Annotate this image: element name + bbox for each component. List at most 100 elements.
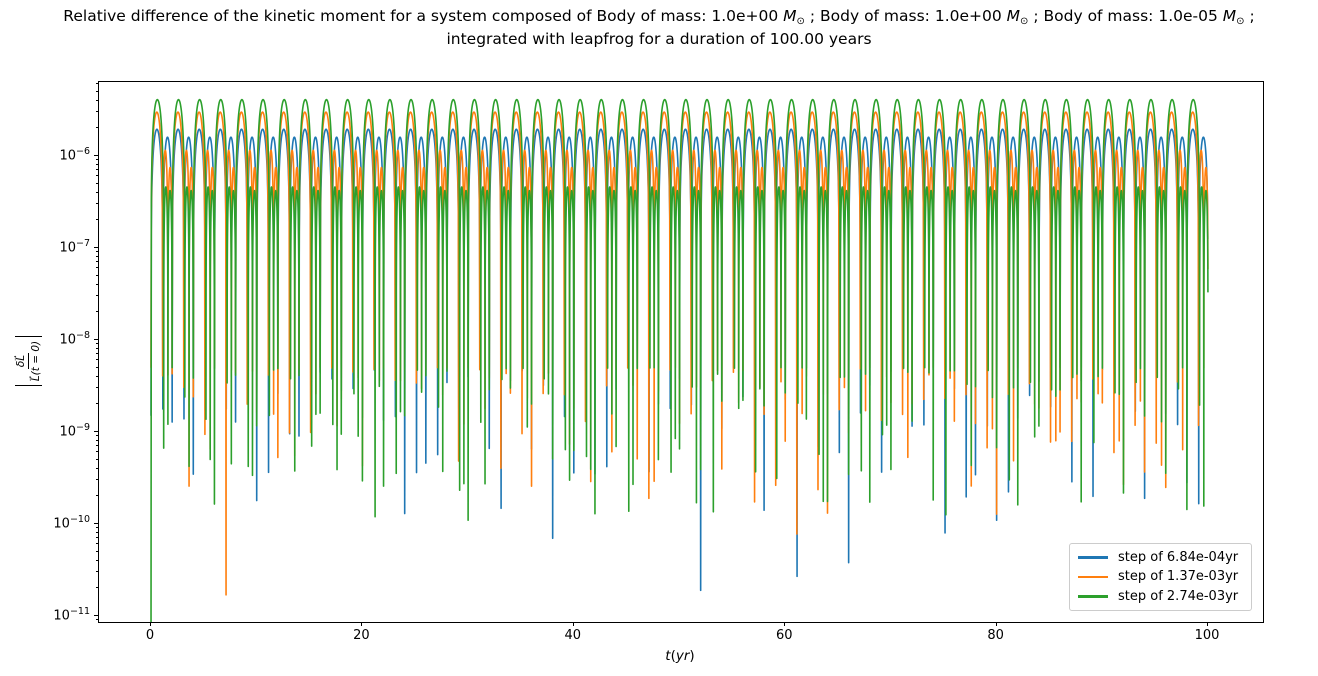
legend-item: step of 6.84e-04yr <box>1078 550 1243 565</box>
abs-bar-left <box>14 385 42 387</box>
y-axis-minor-tick <box>95 261 98 263</box>
abs-bar-right <box>14 335 42 337</box>
y-axis-tick <box>94 154 98 156</box>
y-axis-minor-tick <box>95 111 98 113</box>
y-axis-tick <box>94 246 98 248</box>
y-axis-minor-tick <box>95 467 98 469</box>
y-axis-minor-tick <box>95 191 98 193</box>
y-axis-minor-tick <box>95 343 98 345</box>
series-canvas <box>99 82 1263 622</box>
y-axis-minor-tick <box>95 283 98 285</box>
y-axis-minor-tick <box>95 175 98 177</box>
legend-item-label: step of 6.84e-04yr <box>1118 550 1239 566</box>
x-tick-label: 60 <box>775 628 793 643</box>
y-axis-minor-tick <box>95 83 98 85</box>
y-axis-minor-tick <box>95 127 98 129</box>
y-axis-minor-tick <box>95 445 98 447</box>
y-axis-minor-tick <box>95 274 98 276</box>
y-axis-label-numerator: δL⃗ <box>14 352 29 370</box>
x-axis-tick <box>1207 622 1209 626</box>
title-segment: ; <box>1244 7 1255 25</box>
title-segment: ; Body of mass: 1.0e+00 <box>804 7 1007 25</box>
legend-item-label: step of 2.74e-03yr <box>1118 588 1239 604</box>
y-axis-minor-tick <box>95 99 98 101</box>
legend-line-sample <box>1078 556 1108 559</box>
x-axis-tick <box>995 622 997 626</box>
legend-item: step of 2.74e-03yr <box>1078 589 1243 604</box>
y-axis-tick <box>94 615 98 617</box>
y-axis-label: δL⃗ L⃗(t = 0) <box>13 317 43 405</box>
x-axis-label-part: yr <box>675 648 690 664</box>
y-tick-label: 10−9 <box>59 422 90 440</box>
y-axis-minor-tick <box>95 267 98 269</box>
y-tick-label: 10−10 <box>53 514 90 532</box>
title-segment: M <box>1006 7 1021 25</box>
y-axis-minor-tick <box>95 311 98 313</box>
y-axis-minor-tick <box>95 387 98 389</box>
chart-title-line2: integrated with leapfrog for a duration … <box>446 30 872 48</box>
y-axis-minor-tick <box>95 559 98 561</box>
y-axis-minor-tick <box>95 587 98 589</box>
plot-area <box>98 81 1264 623</box>
y-axis-minor-tick <box>95 435 98 437</box>
x-tick-label: 40 <box>564 628 582 643</box>
y-axis-label-fraction: δL⃗ L⃗(t = 0) <box>14 335 42 387</box>
legend-item: step of 1.37e-03yr <box>1078 569 1243 584</box>
x-tick-label: 0 <box>145 628 155 643</box>
y-axis-minor-tick <box>95 182 98 184</box>
y-axis-tick <box>94 431 98 432</box>
y-axis-minor-tick <box>95 543 98 545</box>
y-axis-minor-tick <box>95 159 98 161</box>
y-axis-minor-tick <box>95 531 98 533</box>
y-axis-minor-tick <box>95 527 98 529</box>
y-axis-tick <box>94 523 98 524</box>
title-segment: ⊙ <box>1236 16 1245 27</box>
title-segment: ⊙ <box>1020 16 1029 27</box>
y-axis-minor-tick <box>95 619 98 621</box>
x-axis-tick <box>784 622 786 626</box>
y-axis-tick <box>94 338 98 340</box>
y-axis-minor-tick <box>95 537 98 539</box>
x-axis-tick <box>572 622 574 626</box>
x-tick-label: 80 <box>987 628 1004 643</box>
y-axis-minor-tick <box>95 359 98 361</box>
x-axis-label-part: ( <box>670 648 676 664</box>
y-axis-minor-tick <box>95 219 98 221</box>
legend-line-sample <box>1078 595 1108 598</box>
x-axis-tick <box>150 622 151 626</box>
title-segment: ⊙ <box>796 16 805 27</box>
y-axis-label-denominator: L⃗(t = 0) <box>29 340 42 382</box>
title-segment: M <box>783 7 797 25</box>
y-axis-minor-tick <box>95 366 98 368</box>
y-axis-minor-tick <box>95 571 98 573</box>
y-tick-label: 10−6 <box>59 145 90 164</box>
y-axis-minor-tick <box>95 479 98 481</box>
legend: step of 6.84e-04yr step of 1.37e-03yr step… <box>1069 543 1252 611</box>
x-tick-label: 20 <box>353 628 370 643</box>
x-axis-label-part: t <box>665 648 671 664</box>
y-axis-minor-tick <box>95 495 98 497</box>
legend-line-sample <box>1078 575 1108 579</box>
y-axis-minor-tick <box>95 458 98 460</box>
y-axis-minor-tick <box>95 203 98 205</box>
y-axis-minor-tick <box>95 375 98 377</box>
y-axis-minor-tick <box>95 255 98 257</box>
x-axis-label-part: ) <box>689 648 695 664</box>
y-axis-minor-tick <box>95 439 98 441</box>
y-axis-minor-tick <box>95 451 98 453</box>
y-axis-minor-tick <box>95 353 98 355</box>
y-axis-minor-tick <box>95 295 98 297</box>
y-axis-minor-tick <box>95 251 98 253</box>
legend-item-label: step of 1.37e-03yr <box>1118 569 1239 585</box>
y-tick-label: 10−7 <box>59 237 90 256</box>
x-axis-label: t(yr) <box>0 648 1318 664</box>
y-tick-label: 10−11 <box>53 606 90 624</box>
y-axis-minor-tick <box>95 163 98 165</box>
x-tick-label: 100 <box>1194 628 1220 643</box>
y-axis-minor-tick <box>95 90 98 92</box>
y-axis-minor-tick <box>95 403 98 405</box>
y-axis-minor-tick <box>95 347 98 349</box>
y-axis-minor-tick <box>95 169 98 171</box>
x-axis-tick <box>361 622 363 626</box>
